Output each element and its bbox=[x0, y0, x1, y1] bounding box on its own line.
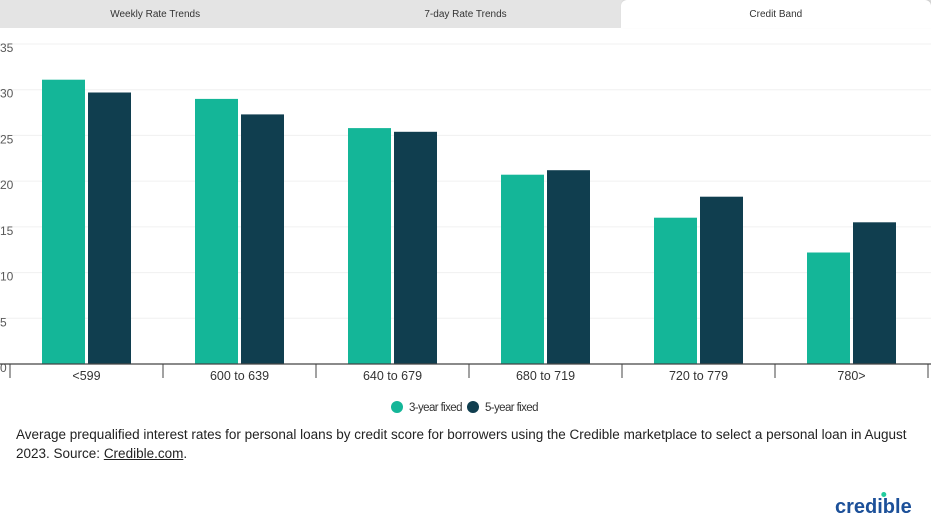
svg-text:780>: 780> bbox=[837, 369, 865, 383]
svg-text:credible: credible bbox=[835, 496, 912, 518]
svg-text:<599: <599 bbox=[72, 369, 100, 383]
svg-text:680 to 719: 680 to 719 bbox=[516, 369, 575, 383]
svg-text:20: 20 bbox=[0, 178, 14, 192]
svg-text:30: 30 bbox=[0, 87, 14, 101]
svg-text:15: 15 bbox=[0, 224, 14, 238]
svg-text:25: 25 bbox=[0, 132, 14, 146]
svg-text:5: 5 bbox=[0, 315, 7, 329]
svg-text:5-year fixed: 5-year fixed bbox=[485, 402, 538, 414]
svg-text:0: 0 bbox=[0, 361, 7, 375]
svg-text:35: 35 bbox=[0, 41, 14, 55]
svg-text:640 to 679: 640 to 679 bbox=[363, 369, 422, 383]
svg-text:600 to 639: 600 to 639 bbox=[210, 369, 269, 383]
svg-text:3-year fixed: 3-year fixed bbox=[409, 402, 462, 414]
svg-text:720 to 779: 720 to 779 bbox=[669, 369, 728, 383]
svg-text:10: 10 bbox=[0, 270, 14, 284]
